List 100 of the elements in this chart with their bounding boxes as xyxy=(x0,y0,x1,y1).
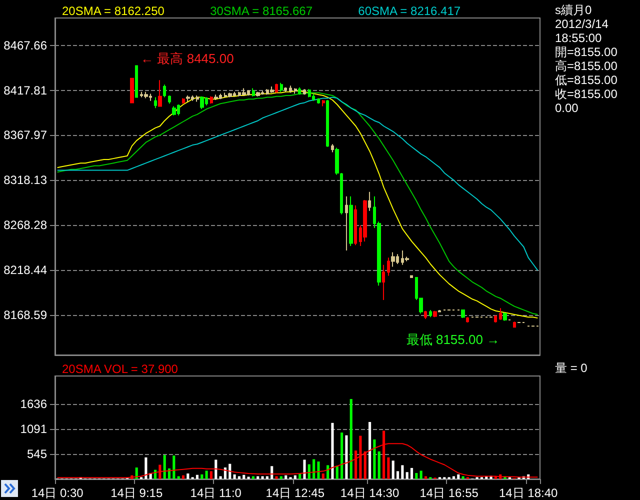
text: 量 = 0 xyxy=(555,361,588,375)
bar xyxy=(200,474,204,479)
annotation: 最低 8155.00 → xyxy=(406,332,500,348)
x-tick-label: 14日 11:0 xyxy=(190,486,242,500)
bar xyxy=(266,476,268,479)
y-tick-label: 8367.97 xyxy=(4,128,48,142)
bar xyxy=(387,457,390,479)
candlestick xyxy=(326,99,329,148)
bar xyxy=(415,473,418,479)
candlestick xyxy=(200,96,204,110)
candlestick xyxy=(322,99,325,107)
candlestick xyxy=(410,275,413,278)
bar xyxy=(378,451,380,479)
text: 60SMA = 8216.417 xyxy=(358,4,461,18)
candlestick xyxy=(172,106,176,116)
bar xyxy=(252,476,254,479)
candlestick xyxy=(210,96,213,104)
y-tick-label: 8417.81 xyxy=(4,83,48,98)
bar xyxy=(205,470,208,479)
candlestick xyxy=(433,310,437,318)
candlestick xyxy=(275,83,278,94)
bar xyxy=(238,476,240,479)
x-tick-label: 14日 9:15 xyxy=(110,486,163,500)
candlestick xyxy=(135,65,138,98)
candlestick xyxy=(242,88,246,96)
text: 2012/3/14 xyxy=(555,17,609,31)
bar xyxy=(368,422,372,479)
bar xyxy=(256,476,260,479)
bar xyxy=(457,474,460,479)
bar xyxy=(294,475,296,479)
x-tick-label: 14日 18:40 xyxy=(498,486,558,500)
candlestick xyxy=(186,94,190,102)
y-tick-label: 8318.13 xyxy=(4,173,48,188)
bar xyxy=(270,466,274,479)
bar xyxy=(177,476,180,479)
candlestick xyxy=(494,314,497,324)
candlestick xyxy=(429,309,432,318)
bar xyxy=(303,460,306,479)
candlestick xyxy=(317,98,320,104)
candlestick xyxy=(368,191,371,212)
candlestick xyxy=(280,82,283,92)
candlestick xyxy=(294,88,297,94)
candlestick xyxy=(466,316,469,324)
candlestick xyxy=(252,88,255,97)
text: 30SMA = 8165.667 xyxy=(210,4,313,18)
bar xyxy=(163,455,166,479)
candlestick xyxy=(387,257,390,276)
candlestick xyxy=(154,96,157,109)
bar xyxy=(396,471,400,479)
bar xyxy=(401,465,404,479)
bar xyxy=(392,460,394,479)
bar xyxy=(284,475,288,479)
candlestick xyxy=(438,309,441,312)
y-tick-label: 8168.59 xyxy=(4,308,48,322)
candlestick xyxy=(228,92,232,98)
bar xyxy=(336,466,338,479)
text: 0.00 xyxy=(555,101,579,115)
y-tick-label: 8218.44 xyxy=(4,262,48,277)
candlestick xyxy=(513,321,516,328)
x-tick-label: 14日 0:30 xyxy=(31,486,84,500)
candlestick xyxy=(289,85,292,94)
y-tick-label: 1636 xyxy=(20,396,48,411)
candlestick xyxy=(256,91,260,97)
candlestick xyxy=(182,98,185,104)
text: 低=8155.00 xyxy=(555,73,618,87)
bar xyxy=(144,457,148,479)
candlestick xyxy=(349,196,353,246)
text: 20SMA VOL = 37.900 xyxy=(62,362,178,376)
candlestick xyxy=(214,94,218,100)
bar xyxy=(420,470,422,479)
y-tick-label: 1091 xyxy=(20,422,48,436)
text: 開=8155.00 xyxy=(555,45,618,59)
candlestick xyxy=(499,308,502,320)
candlestick xyxy=(163,84,166,98)
candlestick xyxy=(461,309,465,319)
candlestick xyxy=(303,88,306,96)
candlestick xyxy=(308,88,311,98)
bar xyxy=(373,439,376,479)
line-series xyxy=(56,96,538,271)
bar xyxy=(462,476,464,479)
bar xyxy=(317,462,320,479)
y-tick-label: 8467.66 xyxy=(4,38,48,52)
text: s續月0 xyxy=(555,3,592,17)
candlestick xyxy=(354,204,357,246)
annotation: ← 最高 8445.00 xyxy=(140,50,234,66)
bar xyxy=(410,468,414,479)
candlestick xyxy=(335,147,339,176)
candlestick xyxy=(312,93,315,102)
candlestick xyxy=(340,172,343,215)
candlestick xyxy=(144,91,148,99)
candlestick xyxy=(158,80,162,107)
bar xyxy=(182,475,185,479)
bar xyxy=(172,456,176,479)
bar xyxy=(312,459,316,479)
bar xyxy=(261,476,264,479)
text: 20SMA = 8162.250 xyxy=(62,4,165,18)
bar xyxy=(350,398,352,479)
bar xyxy=(280,476,282,479)
candlestick xyxy=(270,86,274,94)
bar xyxy=(214,460,218,479)
